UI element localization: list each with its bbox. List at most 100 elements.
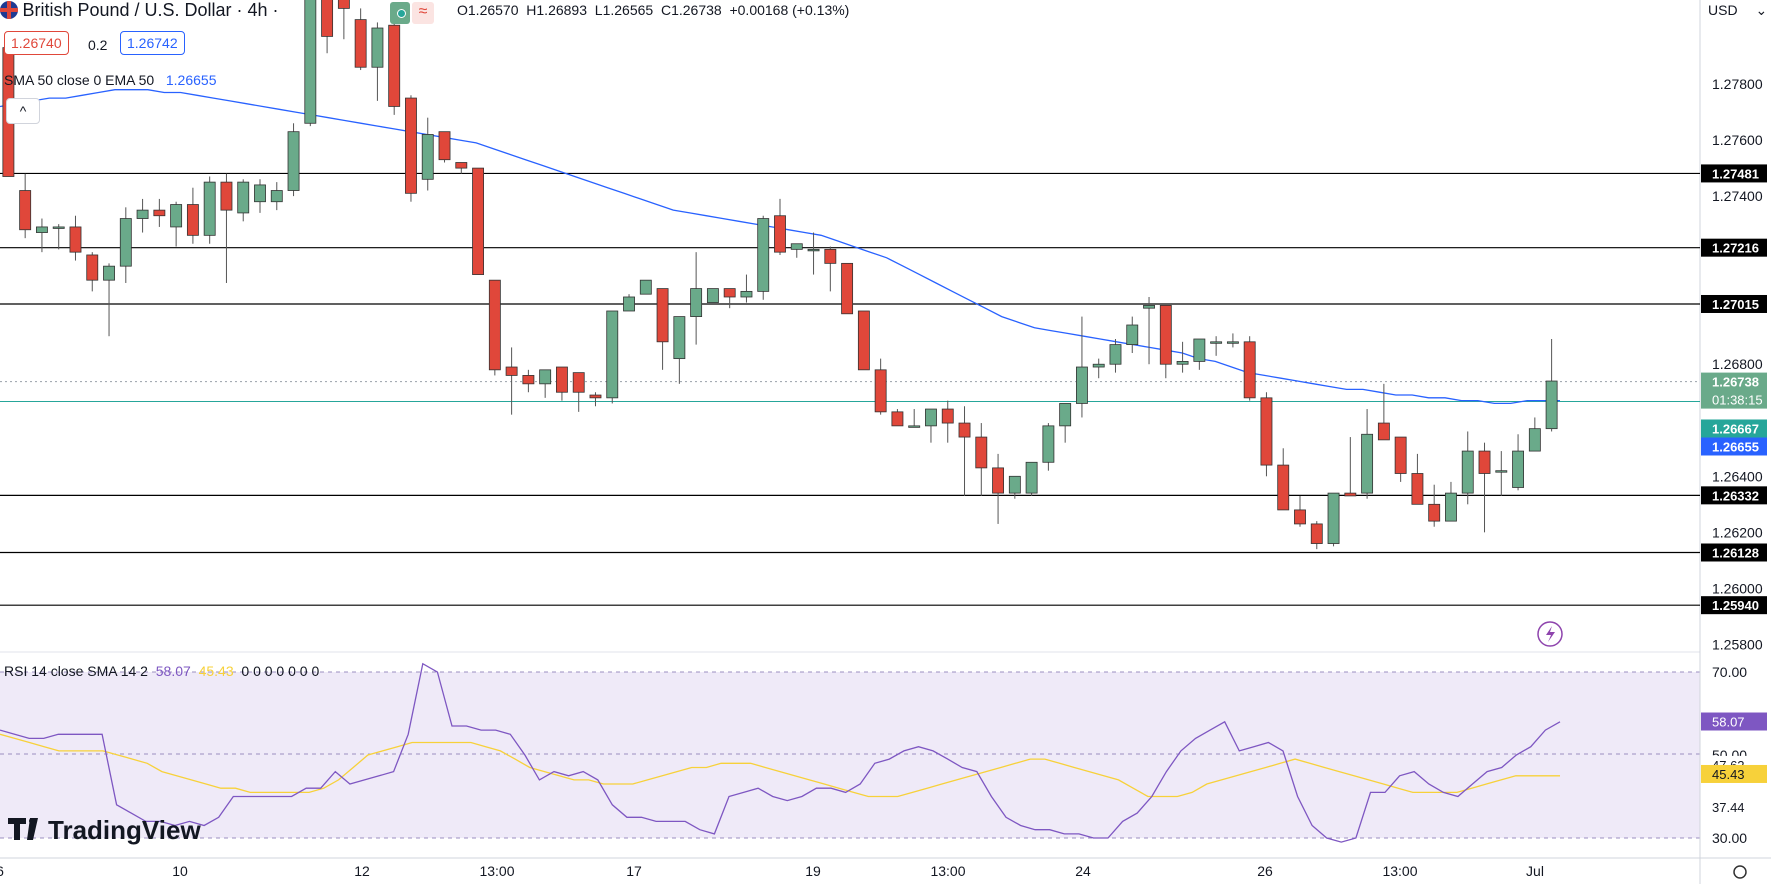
candle[interactable] [136,198,149,233]
candle[interactable] [1361,409,1374,499]
candle[interactable] [421,117,434,191]
candle[interactable] [1294,495,1306,527]
candle[interactable] [1495,451,1508,496]
candle[interactable] [103,263,115,337]
candle[interactable] [354,8,367,71]
candle[interactable] [690,252,703,345]
candle[interactable] [1109,339,1122,373]
candle[interactable] [405,95,417,202]
candle[interactable] [958,406,971,496]
candle[interactable] [874,358,887,415]
candle[interactable] [757,215,770,300]
candle[interactable] [119,207,132,283]
candle[interactable] [556,366,568,401]
candle[interactable] [1076,316,1088,418]
candle[interactable] [1344,437,1357,497]
candle[interactable] [824,246,837,292]
candle[interactable] [1159,304,1172,379]
candle[interactable] [740,274,753,303]
candle[interactable] [505,347,518,415]
candle[interactable] [1411,453,1424,505]
candle[interactable] [488,279,501,376]
candle[interactable] [1394,436,1407,482]
candle[interactable] [1143,296,1155,365]
candle[interactable] [287,123,300,197]
candle[interactable] [1428,484,1441,527]
candle[interactable] [975,423,988,496]
candle[interactable] [220,173,233,283]
candle[interactable] [86,252,99,292]
currency-selector[interactable]: USD ⌄ [1708,2,1768,22]
candle[interactable] [1092,358,1105,379]
candle[interactable] [639,279,652,295]
candle[interactable] [337,0,350,40]
candle[interactable] [656,288,669,370]
candle[interactable] [1310,521,1323,550]
candle[interactable] [270,182,283,211]
candle[interactable] [992,453,1005,524]
gear-icon[interactable] [1733,865,1747,879]
candle[interactable] [606,310,619,404]
rsi-legend[interactable]: RSI 14 close SMA 14 2 58.07 45.43 0 0 0 … [4,663,319,679]
candle[interactable] [170,201,183,247]
candle[interactable] [438,131,451,163]
collapse-button[interactable]: ^ [6,98,40,124]
candle[interactable] [1277,448,1290,511]
candle[interactable] [673,316,686,384]
candle[interactable] [1243,336,1256,401]
candle[interactable] [1210,336,1223,356]
candle[interactable] [1445,481,1457,522]
candle[interactable] [1327,492,1340,547]
candle[interactable] [254,179,266,213]
candle[interactable] [1126,316,1139,354]
candle[interactable] [706,288,719,303]
candle[interactable] [908,409,921,428]
candle[interactable] [472,167,484,275]
candle[interactable] [237,179,250,222]
candle[interactable] [623,294,635,312]
candle[interactable] [304,0,317,127]
candle[interactable] [1193,338,1206,370]
candle[interactable] [841,262,854,315]
candle[interactable] [857,310,870,371]
candle[interactable] [1528,417,1541,452]
sell-button[interactable]: 1.26740 [4,31,69,55]
candle[interactable] [774,198,786,255]
candle[interactable] [941,400,954,443]
candle[interactable] [522,369,535,393]
candle[interactable] [36,218,48,253]
candle[interactable] [925,408,937,443]
indicator-legend[interactable]: SMA 50 close 0 EMA 50 1.26655 [4,72,216,88]
candle[interactable] [455,162,468,174]
candle[interactable] [1008,475,1021,499]
candle[interactable] [1478,442,1491,533]
candle[interactable] [1176,341,1189,373]
candle[interactable] [539,369,552,398]
lightning-icon[interactable] [1537,621,1563,647]
candle[interactable] [572,372,585,412]
candle[interactable] [19,173,32,239]
candle[interactable] [1461,431,1474,505]
candle[interactable] [371,22,384,101]
buy-button[interactable]: 1.26742 [120,31,185,55]
candle[interactable] [1260,392,1273,477]
candle[interactable] [203,176,216,244]
candle[interactable] [790,243,803,258]
candle[interactable] [321,0,334,54]
candle[interactable] [1042,423,1055,471]
candle[interactable] [52,224,65,250]
tilde-wave-icon[interactable]: ≈ [412,2,434,24]
candle[interactable] [153,198,166,227]
candle[interactable] [1025,461,1038,496]
candle[interactable] [807,232,820,275]
candle[interactable] [723,288,736,309]
symbol-title[interactable]: British Pound / U.S. Dollar · 4h · [22,0,279,20]
candle[interactable] [1512,434,1525,491]
candle[interactable] [891,409,904,427]
candle[interactable] [589,392,602,407]
candle[interactable] [69,215,82,261]
market-status-badge[interactable] [390,2,410,24]
candle[interactable] [388,22,401,115]
candle[interactable] [1377,383,1390,441]
